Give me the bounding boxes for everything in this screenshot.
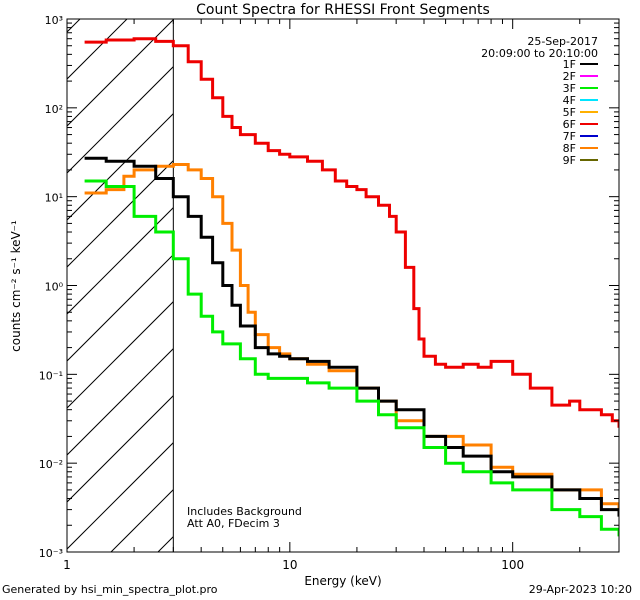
y-axis: 10⁻³ 10⁻² 10⁻¹ 10⁰ 10¹ 10² 10³ xyxy=(39,14,619,560)
x-tick-label: 1 xyxy=(63,558,71,572)
x-axis: 1 10 100 xyxy=(63,19,620,572)
y-tick-label: 10⁻³ xyxy=(39,547,63,560)
series-6f-line xyxy=(84,37,619,428)
hatch-line xyxy=(67,19,128,80)
hatch-line xyxy=(67,206,174,315)
annotation-attenuator: Att A0, FDecim 3 xyxy=(187,517,280,530)
y-tick-label: 10⁻² xyxy=(39,458,63,471)
legend-label-1f: 1F xyxy=(563,58,576,71)
footer-timestamp: 29-Apr-2023 10:20 xyxy=(528,583,632,596)
chart-title: Count Spectra for RHESSI Front Segments xyxy=(196,2,490,18)
x-axis-label: Energy (keV) xyxy=(304,574,381,588)
hatch-line xyxy=(67,19,174,127)
hatch-line xyxy=(110,488,174,552)
y-tick-label: 10³ xyxy=(45,14,63,27)
x-tick-label: 100 xyxy=(501,558,524,572)
y-axis-label: counts cm⁻² s⁻¹ keV⁻¹ xyxy=(9,220,23,352)
series-1f-line xyxy=(84,156,619,517)
series-8f-line xyxy=(84,163,619,510)
legend-label-4f: 4F xyxy=(563,94,576,107)
y-tick-label: 10² xyxy=(45,103,63,116)
y-tick-label: 10¹ xyxy=(45,192,63,205)
legend-label-9f: 9F xyxy=(563,154,576,167)
hatch-line xyxy=(67,253,174,362)
time-range-label: 20:09:00 to 20:10:00 xyxy=(481,47,598,60)
hatched-region xyxy=(67,19,174,552)
x-tick-label: 10 xyxy=(282,558,297,572)
hatch-line xyxy=(67,347,174,456)
legend-label-5f: 5F xyxy=(563,106,576,119)
y-tick-label: 10⁻¹ xyxy=(39,369,63,382)
legend-label-2f: 2F xyxy=(563,70,576,83)
date-label: 25-Sep-2017 xyxy=(527,35,598,48)
annotation-background: Includes Background xyxy=(187,505,302,518)
legend-label-8f: 8F xyxy=(563,142,576,155)
series-layer xyxy=(84,37,619,537)
hatch-line xyxy=(67,441,174,550)
series-3f-line xyxy=(84,179,619,537)
legend-label-3f: 3F xyxy=(563,82,576,95)
legend-label-7f: 7F xyxy=(563,130,576,143)
hatch-line xyxy=(67,65,174,174)
y-tick-label: 10⁰ xyxy=(45,281,64,294)
plot-frame xyxy=(66,18,620,553)
footer-generated-by: Generated by hsi_min_spectra_plot.pro xyxy=(2,583,218,596)
legend-label-6f: 6F xyxy=(563,118,576,131)
hatch-line xyxy=(67,394,174,503)
